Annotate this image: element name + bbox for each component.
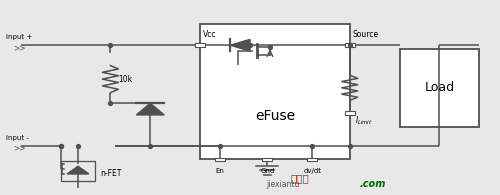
Text: 10k: 10k <box>118 75 132 84</box>
Bar <box>60 161 96 181</box>
Bar <box>400 49 479 127</box>
Text: Vcc: Vcc <box>202 30 216 39</box>
Text: En: En <box>216 168 224 174</box>
Text: jiexiantu: jiexiantu <box>266 180 300 189</box>
Text: >>: >> <box>13 43 26 52</box>
Text: Load: Load <box>424 81 454 94</box>
Polygon shape <box>136 103 164 115</box>
Text: n-FET: n-FET <box>100 168 122 177</box>
Text: $I_{Limit}$: $I_{Limit}$ <box>354 115 372 127</box>
Text: .com: .com <box>360 179 386 189</box>
Text: 接线图: 接线图 <box>290 173 309 183</box>
Bar <box>262 158 272 161</box>
Text: Input +: Input + <box>6 34 32 40</box>
Text: dv/dt: dv/dt <box>304 168 322 174</box>
Text: >>: >> <box>13 144 26 153</box>
Text: Input -: Input - <box>6 135 28 141</box>
Bar <box>195 43 205 47</box>
Bar <box>308 158 318 161</box>
Text: eFuse: eFuse <box>255 109 295 123</box>
Bar <box>344 43 354 47</box>
Polygon shape <box>67 166 89 174</box>
Bar <box>200 24 350 160</box>
Bar <box>344 111 354 115</box>
Text: Gnd: Gnd <box>260 168 274 174</box>
Polygon shape <box>230 39 250 51</box>
Bar <box>215 158 225 161</box>
Text: Source: Source <box>352 30 378 39</box>
